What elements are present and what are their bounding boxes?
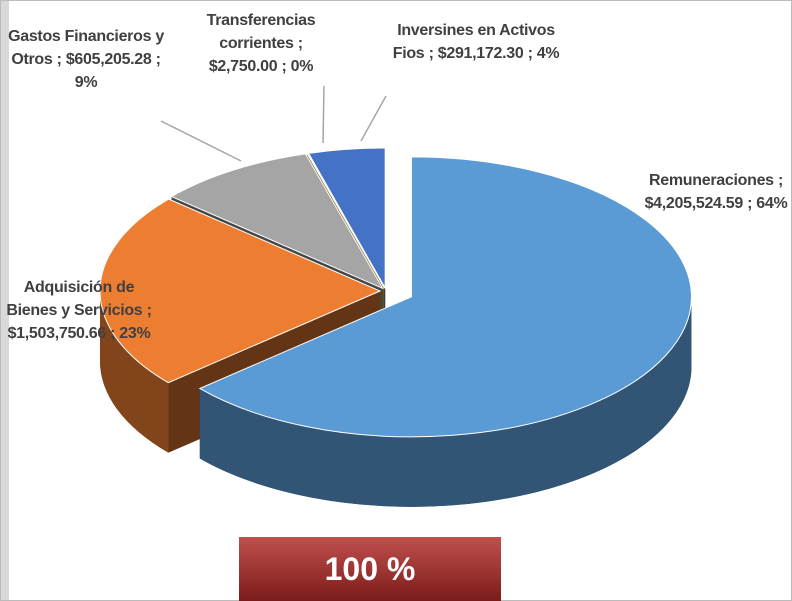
- frame-strip: [1, 1, 9, 600]
- category-label: Transferencias corrientes: [206, 12, 316, 52]
- slice-wall: [100, 290, 169, 453]
- value-label: ; $291,172.30 ; 4%: [428, 45, 560, 62]
- category-label: Inversines en Activos Fios: [392, 22, 555, 62]
- total-box: 100 %: [239, 537, 501, 601]
- slice: [306, 152, 385, 289]
- value-label: ; $4,205,524.59 ; 64%: [644, 172, 788, 212]
- value-label: ; $605,205.28 ; 9%: [56, 51, 161, 91]
- value-label: ; $2,750.00 ; 0%: [208, 35, 314, 75]
- data-label: Gastos Financieros y Otros ; $605,205.28…: [4, 25, 169, 94]
- data-label: Remuneraciones ; $4,205,524.59 ; 64%: [641, 169, 791, 215]
- data-label: Transferencias corrientes ; $2,750.00 ; …: [186, 9, 336, 78]
- category-label: Adquisición de Bienes y Servicios: [6, 279, 143, 319]
- slice-wall: [199, 296, 692, 507]
- slice: [307, 147, 386, 290]
- leader-line: [322, 85, 325, 144]
- slice: [198, 156, 692, 438]
- data-label: Inversines en Activos Fios ; $291,172.30…: [389, 19, 564, 65]
- leader-line: [360, 95, 387, 142]
- value-label: ; $1,503,750.66 ; 23%: [7, 302, 152, 342]
- slice: [99, 198, 382, 384]
- leader-line: [160, 120, 242, 162]
- category-label: Gastos Financieros y Otros: [8, 28, 164, 68]
- slice: [170, 153, 384, 290]
- data-label: Adquisición de Bienes y Servicios ; $1,5…: [4, 276, 154, 345]
- category-label: Remuneraciones: [649, 172, 774, 189]
